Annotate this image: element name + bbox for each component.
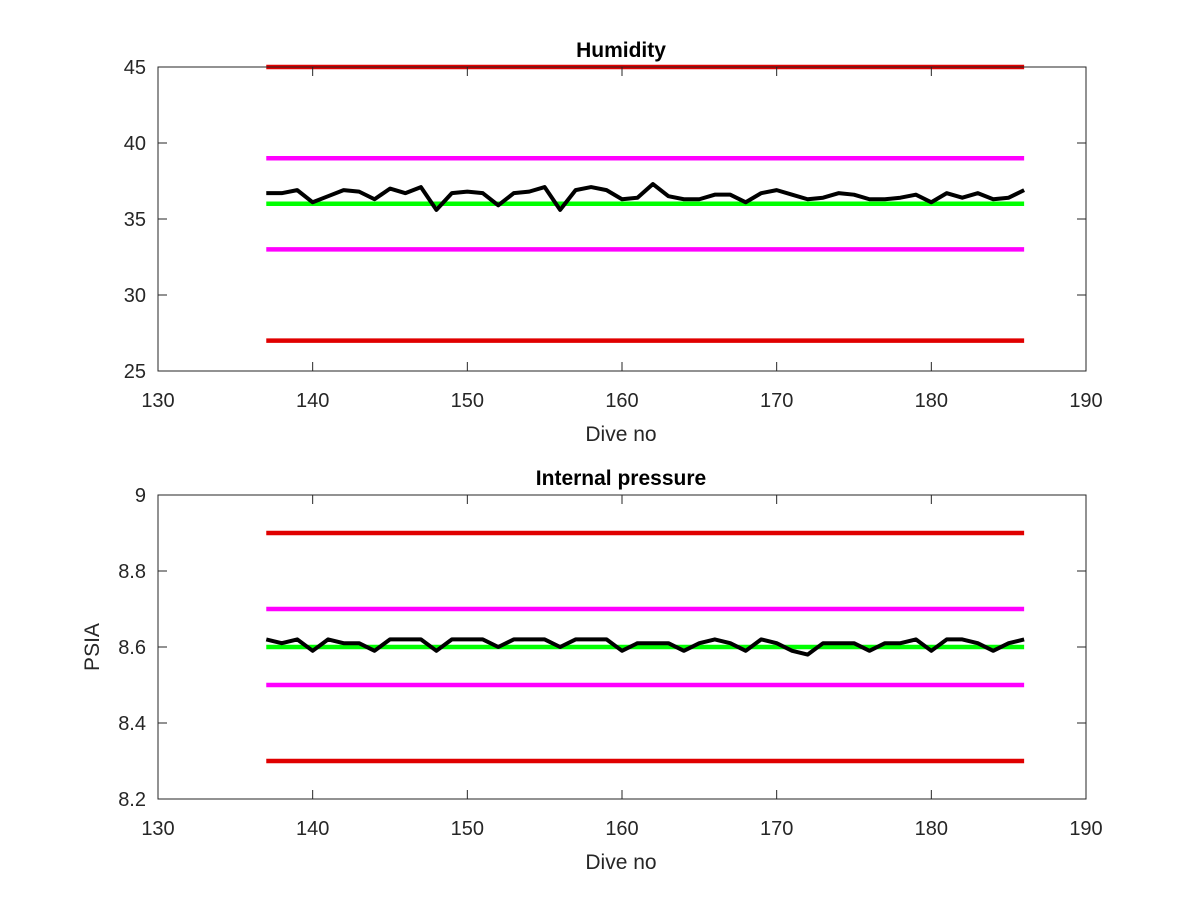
pressure-y-tick-label: 8.6	[118, 637, 146, 659]
humidity-x-tick-label: 130	[141, 390, 174, 412]
pressure-x-tick-label: 130	[141, 818, 174, 840]
pressure-y-tick-label: 9	[135, 485, 146, 507]
humidity-tick-marks	[157, 66, 1087, 372]
humidity-y-tick-label: 35	[124, 209, 146, 231]
pressure-title: Internal pressure	[536, 467, 706, 490]
humidity-y-tick-label: 25	[124, 361, 146, 383]
humidity-chart: 130 140 150 160 170 180 190 25 30 35 40 …	[124, 39, 1103, 446]
humidity-x-tick-label: 190	[1069, 390, 1102, 412]
pressure-x-tick-label: 150	[451, 818, 484, 840]
pressure-x-axis-label: Dive no	[585, 851, 656, 874]
humidity-x-tick-label: 140	[296, 390, 329, 412]
humidity-x-tick-label: 150	[451, 390, 484, 412]
humidity-x-tick-label: 160	[605, 390, 638, 412]
humidity-plot-area	[158, 67, 1086, 371]
pressure-tick-marks	[157, 494, 1087, 800]
pressure-y-tick-labels: 8.2 8.4 8.6 8.8 9	[118, 485, 146, 811]
humidity-x-axis-label: Dive no	[585, 423, 656, 446]
humidity-x-tick-label: 180	[915, 390, 948, 412]
pressure-series-layer	[265, 530, 1025, 764]
humidity-x-tick-label: 170	[760, 390, 793, 412]
pressure-chart: 130 140 150 160 170 180 190 8.2 8.4 8.6 …	[81, 467, 1103, 874]
humidity-x-tick-labels: 130 140 150 160 170 180 190	[141, 390, 1102, 412]
humidity-title: Humidity	[576, 39, 666, 62]
pressure-y-axis-label: PSIA	[81, 623, 104, 671]
pressure-y-tick-label: 8.8	[118, 561, 146, 583]
pressure-x-tick-label: 170	[760, 818, 793, 840]
humidity-measured-series-line	[266, 182, 1026, 212]
humidity-y-tick-label: 30	[124, 285, 146, 307]
pressure-x-tick-label: 140	[296, 818, 329, 840]
pressure-y-tick-label: 8.4	[118, 713, 146, 735]
humidity-y-tick-label: 45	[124, 57, 146, 79]
pressure-x-tick-label: 190	[1069, 818, 1102, 840]
pressure-x-tick-label: 180	[915, 818, 948, 840]
pressure-x-tick-labels: 130 140 150 160 170 180 190	[141, 818, 1102, 840]
pressure-measured-series-line	[265, 637, 1025, 657]
pressure-x-tick-label: 160	[605, 818, 638, 840]
pressure-y-tick-label: 8.2	[118, 789, 146, 811]
humidity-y-tick-labels: 25 30 35 40 45	[124, 57, 146, 383]
humidity-y-tick-label: 40	[124, 133, 146, 155]
